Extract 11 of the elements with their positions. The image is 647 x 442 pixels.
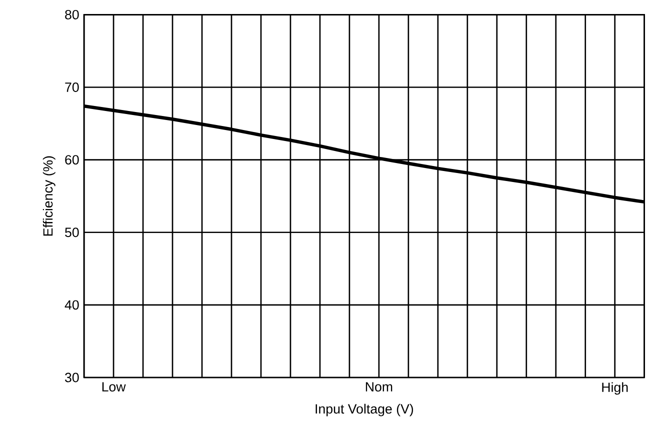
x-tick-label: Nom xyxy=(366,382,392,392)
y-axis-title: Efficiency (%) xyxy=(42,156,56,236)
y-tick-label: 40 xyxy=(64,300,79,310)
x-tick-label: High xyxy=(602,382,628,395)
x-tick-label: Low xyxy=(102,382,126,392)
y-tick-label: 80 xyxy=(65,10,79,20)
x-axis-title: Input Voltage (V) xyxy=(316,404,414,416)
y-tick-label: 30 xyxy=(65,373,79,382)
y-tick-label: 70 xyxy=(65,82,79,92)
y-tick-label: 60 xyxy=(65,155,79,165)
y-tick-label: 50 xyxy=(65,228,79,238)
